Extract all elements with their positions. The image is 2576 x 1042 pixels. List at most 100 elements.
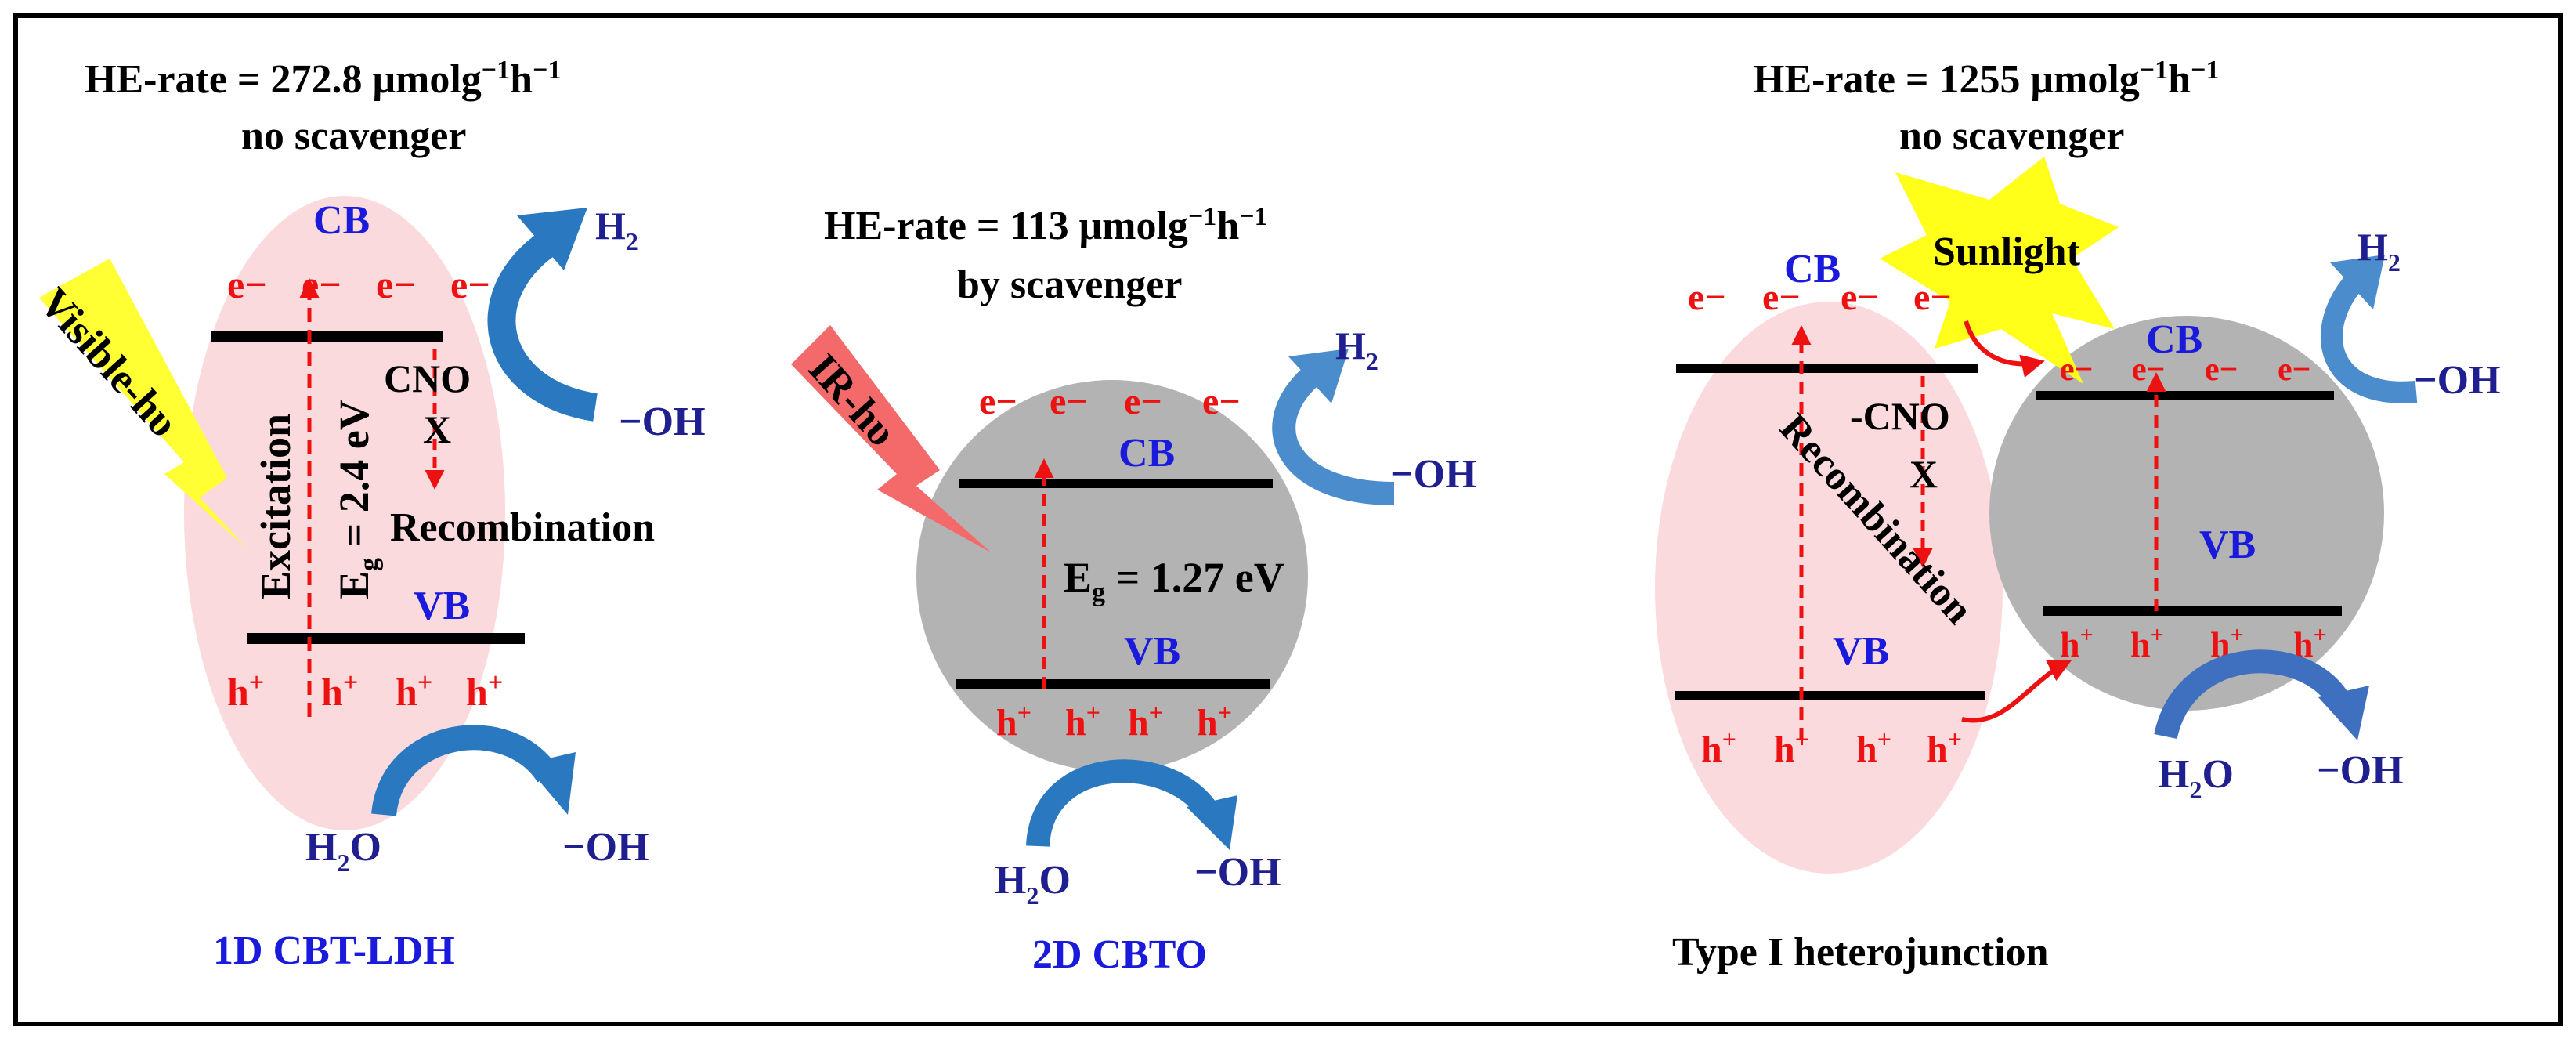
sunlight-burst-icon bbox=[1880, 157, 2119, 384]
p2-rate-label: HE-rate = 113 μmolg−1h−1 bbox=[824, 202, 1268, 248]
hole: h+ bbox=[1927, 725, 1962, 770]
electron: e− bbox=[227, 262, 267, 306]
hole: h+ bbox=[1774, 725, 1809, 770]
panel-1d-cbt-ldh: Visible-hυ HE-rate = 272.8 μmolg−1h−1 no… bbox=[31, 56, 705, 973]
figure-border bbox=[13, 13, 2563, 1026]
p3-cno-label: -CNO bbox=[1850, 394, 1950, 438]
p1-cno-label: CNO bbox=[384, 356, 471, 400]
p1-h2o-oxidation-arrow bbox=[371, 725, 559, 817]
hole: h+ bbox=[396, 668, 432, 714]
hole: h+ bbox=[1128, 698, 1163, 744]
p3-right-electrons: e− e− e− e− bbox=[2060, 352, 2311, 388]
p2-material-name: 2D CBTO bbox=[1032, 932, 1207, 977]
p3-right-cb-label: CB bbox=[2146, 317, 2202, 362]
p3-left-cb-label: CB bbox=[1784, 247, 1841, 291]
p3-h2o-label: H2O bbox=[2158, 752, 2234, 804]
p1-cb-label: CB bbox=[313, 198, 370, 243]
p1-excitation-label: Excitation bbox=[252, 414, 299, 599]
panel-type-i-heterojunction: Sunlight HE-rate = 1255 μmolg−1h−1 no sc… bbox=[1655, 56, 2501, 975]
p2-holes: h+ h+ h+ h+ bbox=[996, 698, 1232, 744]
hole: h+ bbox=[1065, 698, 1100, 744]
electron: e− bbox=[1841, 277, 1879, 318]
hole: h+ bbox=[2130, 622, 2164, 664]
p2-h2o-label: H2O bbox=[995, 858, 1071, 910]
electron: e− bbox=[979, 381, 1017, 422]
p2-oh-product-label: −OH bbox=[1194, 850, 1281, 895]
p3-left-holes: h+ h+ h+ h+ bbox=[1701, 725, 1962, 770]
hole: h+ bbox=[466, 668, 503, 714]
p2-electrons: e− e− e− e− bbox=[979, 381, 1241, 422]
electron: e− bbox=[2060, 352, 2094, 388]
p3-electron-transfer-arrow bbox=[1964, 320, 2045, 378]
hetero-ellipse bbox=[1655, 302, 2003, 874]
hole: h+ bbox=[321, 668, 358, 714]
p3-material-name: Type I heterojunction bbox=[1672, 930, 2049, 975]
p1-oh-label: −OH bbox=[619, 400, 706, 444]
p3-oh-product-label: −OH bbox=[2317, 748, 2404, 793]
hetero-circle bbox=[1989, 316, 2384, 711]
p3-left-vb-label: VB bbox=[1833, 629, 1889, 674]
panel-2d-cbto: IR-hυ HE-rate = 113 μmolg−1h−1 by scaven… bbox=[791, 202, 1477, 977]
p2-cb-label: CB bbox=[1118, 431, 1175, 476]
p3-h2-arrowhead bbox=[2330, 255, 2385, 309]
hole: h+ bbox=[1701, 725, 1736, 770]
electron: e− bbox=[376, 262, 416, 306]
electron: e− bbox=[1202, 381, 1241, 422]
p3-right-vb-label: VB bbox=[2199, 523, 2256, 567]
p3-condition: no scavenger bbox=[1899, 114, 2124, 158]
cbto-circle bbox=[916, 380, 1308, 772]
electron: e− bbox=[1050, 381, 1088, 422]
p2-vb-label: VB bbox=[1124, 629, 1180, 674]
p1-h2-arrowhead bbox=[517, 208, 587, 270]
p3-oh-arrowhead bbox=[2318, 686, 2369, 740]
p2-oh-label: −OH bbox=[1390, 452, 1477, 497]
electron: e− bbox=[2205, 352, 2238, 388]
p2-oh-arrowhead bbox=[1187, 795, 1237, 850]
hole: h+ bbox=[996, 698, 1031, 744]
hole: h+ bbox=[1197, 698, 1232, 744]
p1-condition: no scavenger bbox=[241, 114, 466, 158]
electron: e− bbox=[1762, 277, 1801, 318]
p1-oh-product-label: −OH bbox=[562, 825, 649, 870]
p2-h2-arrowhead bbox=[1288, 349, 1349, 403]
hole: h+ bbox=[1856, 725, 1891, 770]
p1-material-name: 1D CBT-LDH bbox=[213, 928, 455, 973]
p1-oh-arrowhead bbox=[525, 752, 576, 815]
ldh-ellipse bbox=[184, 196, 505, 830]
electron: e− bbox=[1913, 277, 1952, 318]
p1-band-gap-label: Eg = 2.4 eV bbox=[331, 400, 384, 599]
p3-left-electrons: e− e− e− e− bbox=[1688, 277, 1952, 318]
ir-light-bolt-icon bbox=[791, 325, 991, 552]
p3-x-label: X bbox=[1909, 452, 1938, 496]
p3-rate-label: HE-rate = 1255 μmolg−1h−1 bbox=[1753, 56, 2219, 102]
p3-h2o-oxidation-arrow bbox=[2154, 649, 2353, 740]
p2-h2o-oxidation-arrow bbox=[1026, 759, 1221, 848]
visible-light-bolt-icon bbox=[39, 259, 247, 548]
electron: e− bbox=[2278, 352, 2311, 388]
p1-h2o-label: H2O bbox=[305, 825, 381, 877]
p1-h2-evolution-arrow bbox=[487, 231, 598, 422]
p3-h2-evolution-arrow bbox=[2321, 270, 2418, 403]
electron: e− bbox=[1124, 381, 1162, 422]
p2-h2-label: H2 bbox=[1335, 324, 1378, 375]
p3-h2-label: H2 bbox=[2357, 225, 2401, 277]
p1-vb-label: VB bbox=[414, 584, 470, 628]
hole: h+ bbox=[2060, 622, 2094, 664]
electron: e− bbox=[2132, 352, 2166, 388]
p1-recombination-label: Recombination bbox=[390, 505, 655, 550]
p2-condition: by scavenger bbox=[957, 262, 1182, 307]
p1-holes: h+ h+ h+ h+ bbox=[227, 668, 503, 714]
p3-oh-label: −OH bbox=[2414, 358, 2501, 403]
electron: e− bbox=[450, 262, 490, 306]
p2-h2-evolution-arrow bbox=[1272, 363, 1395, 505]
electron: e− bbox=[1688, 277, 1726, 318]
sunlight-label: Sunlight bbox=[1933, 230, 2081, 274]
p1-h2-label: H2 bbox=[595, 204, 638, 255]
p2-band-gap-label: Eg = 1.27 eV bbox=[1064, 554, 1284, 607]
p1-rate-label: HE-rate = 272.8 μmolg−1h−1 bbox=[85, 56, 561, 102]
p3-hole-transfer-arrow bbox=[1961, 660, 2072, 723]
hole: h+ bbox=[227, 668, 264, 714]
p1-x-label: X bbox=[423, 407, 451, 451]
